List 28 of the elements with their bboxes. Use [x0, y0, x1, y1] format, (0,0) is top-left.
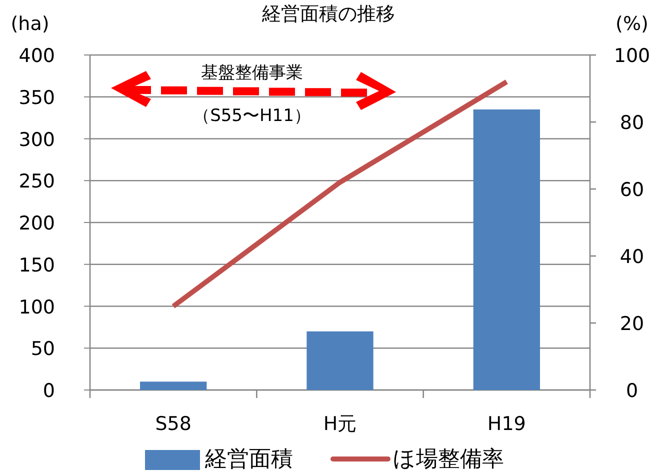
- legend-label: 経営面積: [204, 447, 293, 472]
- legend-label: ほ場整備率: [393, 447, 504, 472]
- y2-tick-label: 100: [614, 45, 650, 67]
- y-tick-label: 400: [18, 45, 55, 67]
- y-tick-label: 150: [18, 254, 55, 276]
- y2-tick-label: 60: [620, 179, 644, 201]
- y-tick-label: 300: [18, 128, 55, 151]
- y2-tick-label: 20: [620, 313, 644, 335]
- x-tick-label: H元: [323, 413, 357, 435]
- chart-title: 経営面積の推移: [261, 3, 395, 25]
- bar: [140, 382, 207, 390]
- x-tick-label: H19: [487, 413, 526, 435]
- y2-axis-title: (%): [616, 13, 648, 35]
- y-tick-label: 250: [18, 170, 55, 193]
- y-tick-label: 350: [18, 86, 55, 109]
- bar: [473, 109, 540, 390]
- bar: [306, 331, 374, 390]
- y2-tick-label: 0: [626, 380, 638, 402]
- y-tick-label: 50: [30, 338, 55, 360]
- y-axis-title: (ha): [10, 13, 50, 35]
- y2-tick-label: 80: [620, 112, 644, 134]
- y-tick-label: 200: [18, 212, 55, 234]
- x-tick-label: S58: [155, 413, 192, 435]
- annotation: （S55〜H11）: [193, 106, 311, 126]
- y-tick-label: 0: [42, 380, 55, 402]
- annotation: 基盤整備事業: [201, 63, 303, 83]
- y2-tick-label: 40: [620, 246, 644, 268]
- y-tick-label: 100: [18, 296, 55, 318]
